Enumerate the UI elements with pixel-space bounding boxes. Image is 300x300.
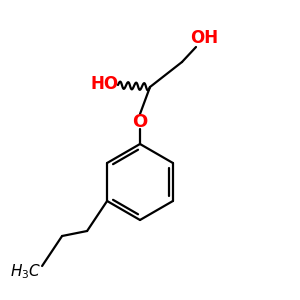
- Text: HO: HO: [91, 75, 119, 93]
- Text: $H_3C$: $H_3C$: [11, 263, 42, 281]
- Text: O: O: [132, 113, 148, 131]
- Text: OH: OH: [190, 29, 218, 47]
